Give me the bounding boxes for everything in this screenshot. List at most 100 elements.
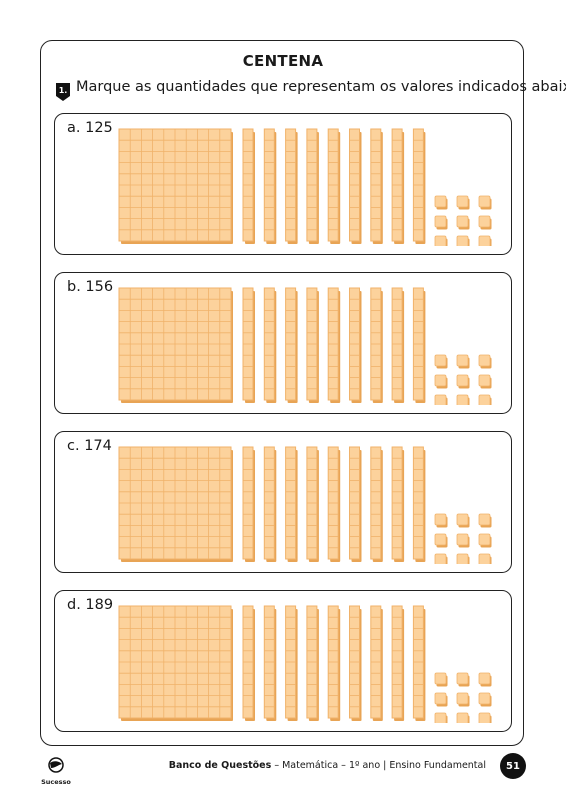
item-label: d. 189	[67, 597, 114, 613]
ten-rod	[285, 446, 298, 562]
unit-cube	[434, 235, 448, 246]
unit-cube	[478, 692, 492, 707]
hundred-block	[118, 287, 233, 403]
ten-rod	[349, 128, 362, 244]
unit-cube	[434, 692, 448, 707]
page-title: CENTENA	[242, 52, 324, 70]
unit-cube	[434, 215, 448, 230]
ten-rod	[263, 287, 277, 403]
item-box-a: a. 125	[54, 113, 512, 255]
globe-icon	[48, 757, 64, 773]
ten-rod	[242, 446, 255, 562]
ten-rod	[391, 446, 405, 562]
ten-rod	[370, 128, 383, 244]
ten-rod	[327, 605, 341, 721]
unit-cube	[456, 712, 470, 723]
item-box-d: d. 189	[54, 590, 512, 732]
ten-rod	[242, 128, 255, 244]
footer-text: Banco de Questões – Matemática – 1º ano …	[169, 760, 486, 771]
ten-rod	[370, 287, 383, 403]
item-box-c: c. 174	[54, 431, 512, 573]
unit-cube	[434, 374, 448, 389]
unit-cube	[434, 513, 448, 528]
unit-cube	[478, 513, 492, 528]
unit-cube	[434, 533, 448, 548]
question-number-badge	[56, 83, 70, 101]
unit-cube	[478, 374, 492, 389]
ten-rod	[412, 287, 426, 403]
ten-rod	[285, 605, 298, 721]
unit-cube	[478, 394, 492, 405]
unit-cube	[434, 195, 448, 210]
item-label: b. 156	[67, 279, 114, 295]
unit-cube	[478, 533, 492, 548]
book-subject: – Matemática – 1º ano | Ensino Fundament…	[271, 760, 486, 771]
ten-rod	[349, 287, 362, 403]
book-title: Banco de Questões	[168, 760, 272, 771]
ten-rod	[412, 446, 426, 562]
ten-rod	[263, 128, 277, 244]
unit-cube	[434, 553, 448, 564]
ten-rod	[285, 287, 298, 403]
brand-name: Sucesso	[41, 778, 71, 786]
unit-cube	[478, 354, 492, 369]
unit-cube	[434, 354, 448, 369]
unit-cube	[456, 513, 470, 528]
item-label: a. 125	[67, 120, 113, 136]
ten-rod	[327, 128, 341, 244]
base-ten-blocks[interactable]	[117, 442, 507, 564]
worksheet-frame	[40, 40, 524, 746]
question-number: 1.	[58, 86, 68, 95]
hundred-block	[118, 605, 233, 721]
page-number: 51	[500, 753, 526, 779]
ten-rod	[263, 446, 277, 562]
ten-rod	[349, 446, 362, 562]
publisher-logo: Sucesso	[36, 757, 76, 786]
base-ten-blocks[interactable]	[117, 601, 507, 723]
unit-cube	[478, 712, 492, 723]
hundred-block	[118, 446, 233, 562]
ten-rod	[391, 128, 405, 244]
ten-rod	[306, 446, 319, 562]
question-text: Marque as quantidades que representam os…	[76, 79, 566, 95]
unit-cube	[478, 553, 492, 564]
ten-rod	[412, 605, 426, 721]
item-label: c. 174	[67, 438, 112, 454]
item-box-b: b. 156	[54, 272, 512, 414]
unit-cube	[456, 672, 470, 687]
base-ten-blocks[interactable]	[117, 283, 507, 405]
unit-cube	[456, 692, 470, 707]
unit-cube	[456, 553, 470, 564]
unit-cube	[478, 235, 492, 246]
base-ten-blocks[interactable]	[117, 124, 507, 246]
unit-cube	[478, 215, 492, 230]
unit-cube	[456, 354, 470, 369]
ten-rod	[370, 605, 383, 721]
unit-cube	[456, 235, 470, 246]
ten-rod	[242, 605, 255, 721]
ten-rod	[370, 446, 383, 562]
ten-rod	[327, 287, 341, 403]
unit-cube	[456, 533, 470, 548]
ten-rod	[306, 128, 319, 244]
unit-cube	[456, 215, 470, 230]
unit-cube	[434, 394, 448, 405]
unit-cube	[456, 374, 470, 389]
ten-rod	[263, 605, 277, 721]
ten-rod	[412, 128, 426, 244]
ten-rod	[391, 287, 405, 403]
ten-rod	[306, 287, 319, 403]
ten-rod	[349, 605, 362, 721]
ten-rod	[242, 287, 255, 403]
ten-rod	[391, 605, 405, 721]
ten-rod	[285, 128, 298, 244]
ten-rod	[306, 605, 319, 721]
unit-cube	[478, 672, 492, 687]
unit-cube	[456, 394, 470, 405]
unit-cube	[434, 712, 448, 723]
ten-rod	[327, 446, 341, 562]
unit-cube	[478, 195, 492, 210]
unit-cube	[434, 672, 448, 687]
unit-cube	[456, 195, 470, 210]
hundred-block	[118, 128, 233, 244]
